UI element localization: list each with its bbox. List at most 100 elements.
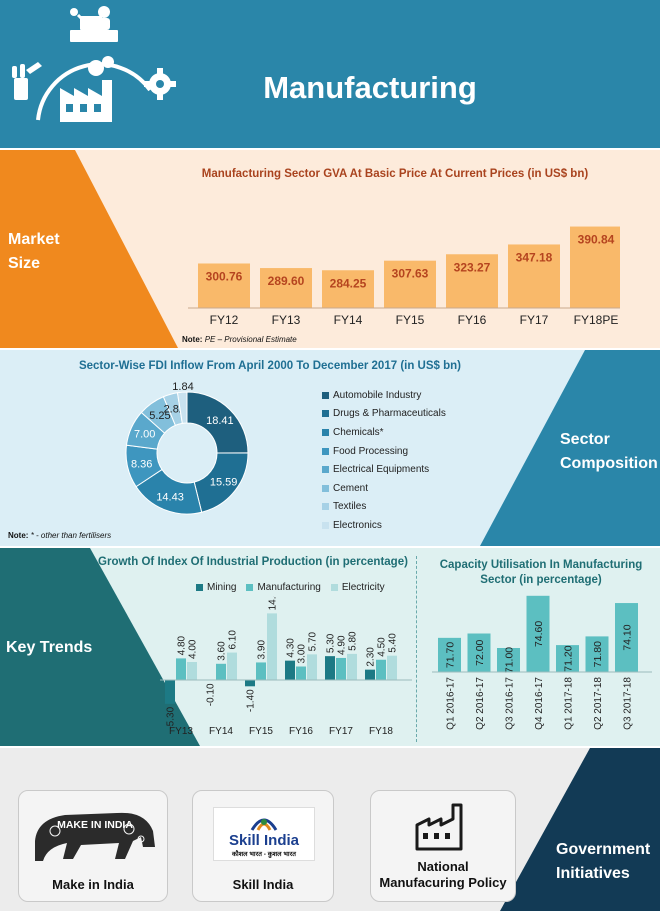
- capacity-category-label: Q1 2017-18: [564, 677, 575, 730]
- capacity-category-label: Q2 2017-18: [593, 677, 604, 730]
- fdi-legend-label: Electrical Equipments: [333, 464, 430, 476]
- iip-bar: [187, 662, 197, 680]
- capacity-title-line2: Sector (in percentage): [480, 574, 602, 586]
- capacity-value-label: 74.60: [533, 621, 545, 647]
- iip-bar: [165, 680, 175, 704]
- gva-bar: [508, 244, 560, 308]
- market-size-ribbon-shape: [0, 150, 178, 348]
- iip-bar: [216, 663, 226, 680]
- nmp-label-line2: Manufacuring Policy: [379, 875, 507, 890]
- fdi-legend-item: Electrical Equipments: [322, 460, 446, 479]
- fdi-legend-label: Food Processing: [333, 445, 409, 457]
- page-title: Manufacturing: [263, 70, 477, 105]
- market-size-label: Market Size: [8, 231, 60, 272]
- fdi-note-label: Note:: [8, 531, 29, 540]
- iip-category-label: FY15: [249, 726, 273, 737]
- iip-legend-label: Mining: [207, 582, 237, 593]
- nmp-label-line1: National: [417, 859, 469, 874]
- gva-category-label: FY14: [334, 313, 363, 327]
- key-trends-label: Key Trends: [6, 639, 93, 656]
- iip-legend: Mining Manufacturing Electricity: [196, 582, 385, 593]
- national-manufacturing-policy-card[interactable]: National Manufacuring Policy: [370, 790, 516, 902]
- gva-value-label: 307.63: [392, 267, 429, 281]
- capacity-category-label: Q1 2016-17: [446, 677, 457, 730]
- iip-value-label: 2.30: [366, 647, 377, 667]
- gva-bar: [446, 254, 498, 308]
- gva-note-text: PE – Provisional Estimate: [204, 335, 297, 344]
- gva-value-label: 284.25: [330, 276, 367, 290]
- factory-outline-icon: [415, 803, 463, 851]
- iip-bar: [387, 655, 397, 680]
- iip-value-label: 5.30: [326, 633, 337, 653]
- gva-chart-title: Manufacturing Sector GVA At Basic Price …: [201, 168, 589, 180]
- iip-value-label: 3.00: [297, 644, 308, 664]
- fdi-legend: Automobile Industry Drugs & Pharmaceutica…: [322, 386, 446, 535]
- gva-category-label: FY13: [272, 313, 301, 327]
- iip-bar: [267, 613, 277, 680]
- iip-bar: [376, 659, 386, 680]
- gva-value-label: 289.60: [268, 274, 305, 288]
- iip-value-label: -5.30: [166, 706, 177, 729]
- gva-bar-chart: 300.76 FY12 289.60 FY13 284.25 FY14 307.63 FY15…: [188, 226, 620, 327]
- fdi-slice-label: 15.59: [210, 477, 238, 489]
- fdi-note: Note: * - other than fertilisers: [8, 531, 111, 540]
- iip-category-label: FY16: [289, 726, 313, 737]
- manufacturing-icon-cluster: [12, 6, 176, 122]
- make-in-india-label: Make in India: [52, 877, 134, 892]
- capacity-bar: [615, 603, 638, 672]
- iip-value-label: 4.30: [286, 638, 297, 658]
- fdi-legend-item: Textiles: [322, 498, 446, 517]
- iip-value-label: 4.80: [177, 635, 188, 655]
- fdi-legend-label: Chemicals*: [333, 426, 384, 438]
- iip-value-label: 5.80: [348, 631, 359, 651]
- capacity-bar-chart: 71.70 Q1 2016-17 72.00 Q2 2016-17 71.00 Q3 20…: [432, 595, 652, 730]
- iip-bar: [347, 653, 357, 680]
- fdi-legend-swatch: [322, 391, 329, 399]
- wrench-hand-icon: [12, 62, 42, 100]
- iip-value-label: 3.60: [217, 641, 228, 661]
- iip-bar: [256, 662, 266, 680]
- sector-composition-label: Sector Composition: [560, 431, 658, 472]
- gva-category-label: FY12: [210, 313, 239, 327]
- fdi-slice-label: 1.84: [172, 381, 193, 393]
- iip-value-label: 4.90: [337, 635, 348, 655]
- make-in-india-card[interactable]: MAKE IN INDIA Make in India: [18, 790, 168, 902]
- capacity-category-label: Q3 2017-18: [623, 677, 634, 730]
- iip-legend-label: Manufacturing: [257, 582, 321, 593]
- capacity-value-label: 71.20: [563, 645, 575, 671]
- iip-bar-chart: -5.30 4.80 4.00 FY13 -0.10 3.606.10 FY14 -1.40 3…: [160, 596, 412, 737]
- fdi-legend-item: Food Processing: [322, 442, 446, 461]
- iip-bar: [325, 656, 335, 680]
- iip-value-label: -0.10: [206, 683, 217, 706]
- national-manufacturing-policy-label: National Manufacuring Policy: [371, 859, 515, 891]
- fdi-legend-label: Textiles: [333, 501, 367, 513]
- key-trends-ribbon-shape: [0, 548, 200, 746]
- fdi-legend-label: Automobile Industry: [333, 389, 422, 401]
- iip-bar: [336, 657, 346, 680]
- capacity-category-label: Q3 2016-17: [505, 677, 516, 730]
- iip-legend-item: Electricity: [330, 582, 385, 593]
- skill-india-card[interactable]: Skill India कौशल भारत - कुशल भारत Skill …: [192, 790, 334, 902]
- capacity-bar: [556, 645, 579, 672]
- fdi-legend-item: Cement: [322, 479, 446, 498]
- make-in-india-lion-logo: MAKE IN INDIA: [35, 812, 155, 861]
- fdi-legend-label: Electronics: [333, 519, 382, 531]
- fdi-legend-swatch: [322, 466, 329, 474]
- capacity-bar: [526, 595, 550, 672]
- iip-category-label: FY13: [169, 726, 193, 737]
- iip-value-label: 4.00: [188, 639, 199, 659]
- iip-legend-swatch: [196, 584, 203, 591]
- capacity-category-label: Q2 2016-17: [475, 677, 486, 730]
- fdi-slice-label: 7.00: [134, 429, 155, 441]
- iip-bar: [176, 658, 186, 680]
- sector-composition-ribbon: [480, 350, 660, 546]
- gva-category-label: FY18PE: [574, 313, 619, 327]
- skill-india-logo-text: Skill India: [228, 832, 300, 849]
- worker-laptop-icon: [70, 6, 118, 42]
- fdi-legend-label: Cement: [333, 482, 369, 494]
- capacity-value-label: 71.80: [592, 641, 604, 667]
- iip-value-label: 4.50: [377, 637, 388, 657]
- iip-value-label: 5.40: [388, 633, 399, 653]
- skill-india-emblem-icon: [250, 818, 278, 831]
